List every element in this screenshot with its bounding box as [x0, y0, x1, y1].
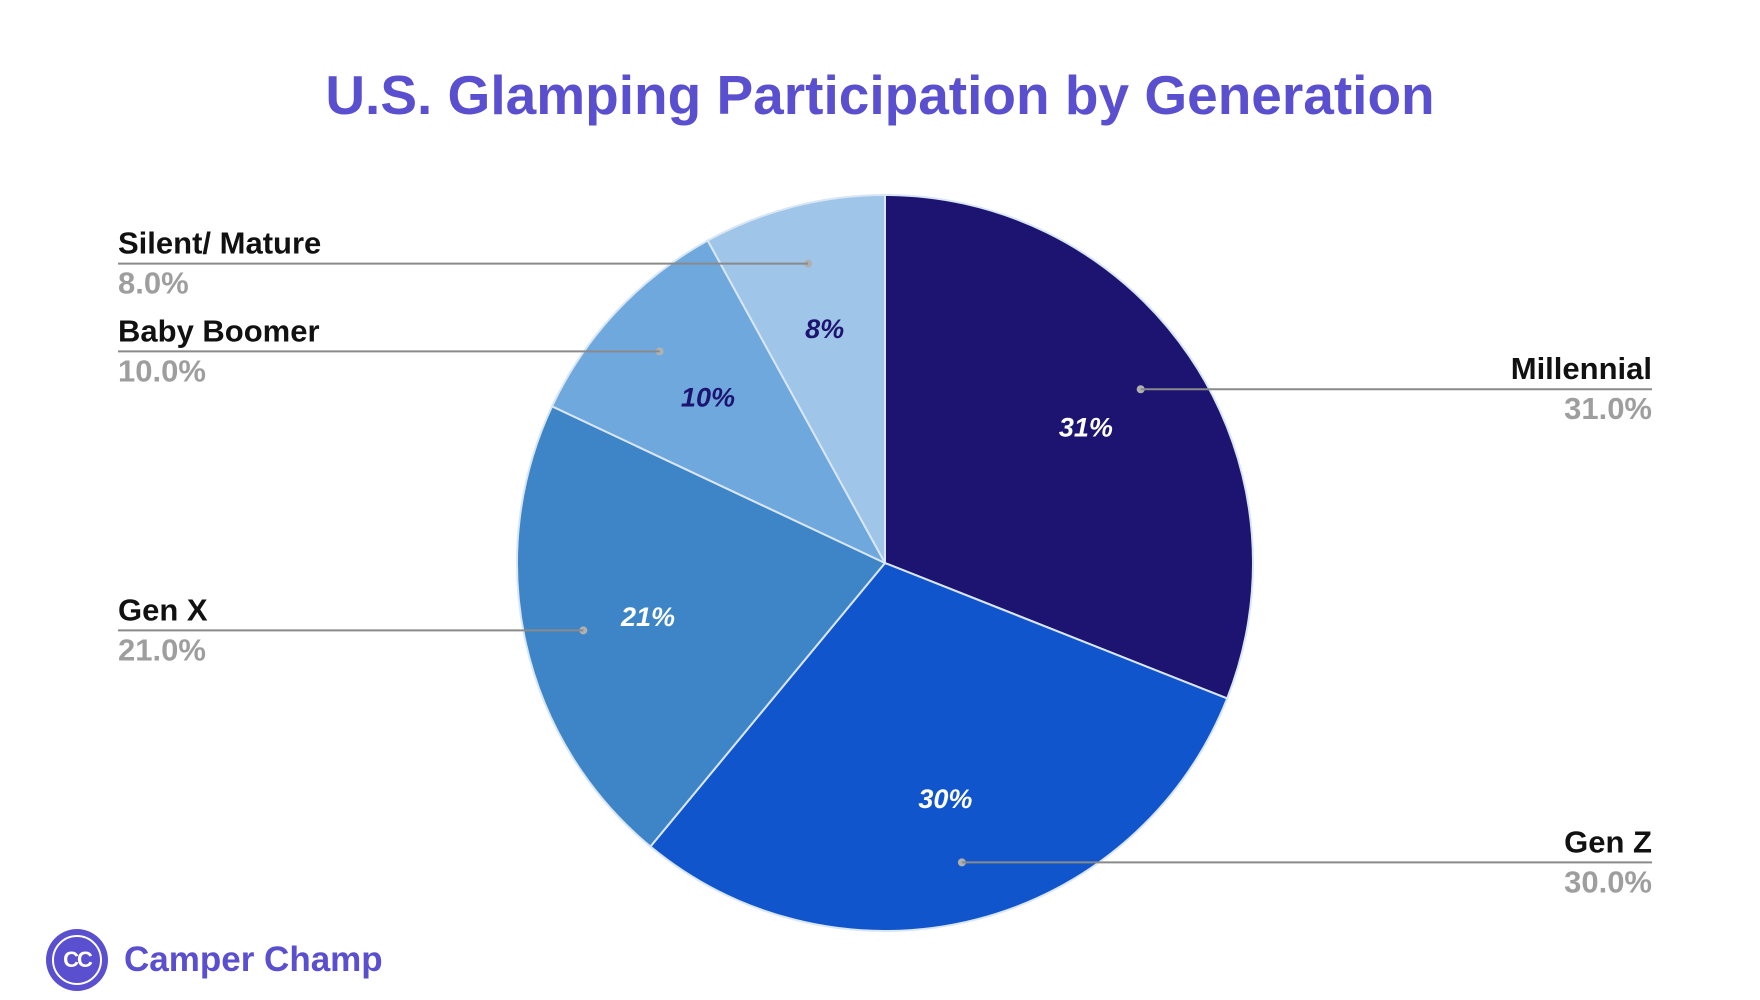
- outer-label-name-gen-x: Gen X: [118, 592, 208, 627]
- inner-labels-layer: 31% 30% 21% 10% 8%: [620, 314, 1113, 814]
- pie-slice-silent-mature: [706, 193, 886, 564]
- brand-logo-text: CC: [52, 935, 102, 985]
- pie-slice-gen-z: [649, 561, 1229, 932]
- pie-slice-millennial: [884, 193, 1254, 700]
- outer-labels-layer: Millennial 31.0% Gen Z 30.0% Gen X 21.0% Baby …: [118, 226, 1652, 900]
- outer-label-pct-baby-boomer: 10.0%: [118, 353, 206, 388]
- outer-label-name-gen-z: Gen Z: [1564, 824, 1652, 859]
- leaders-layer: [118, 259, 1652, 867]
- slice-label-gen-z: 30%: [918, 784, 972, 814]
- outer-label-pct-silent-mature: 8.0%: [118, 266, 189, 301]
- slice-label-gen-x: 21%: [620, 602, 675, 632]
- brand: CC Camper Champ: [46, 928, 383, 992]
- chart-title: U.S. Glamping Participation by Generatio…: [325, 64, 1434, 126]
- outer-label-name-millennial: Millennial: [1511, 351, 1652, 386]
- outer-label-pct-millennial: 31.0%: [1564, 391, 1652, 426]
- slice-label-millennial: 31%: [1059, 412, 1113, 442]
- slices-layer: [516, 193, 1254, 932]
- pie-slice-baby-boomer: [550, 239, 888, 566]
- outer-label-pct-gen-z: 30.0%: [1564, 864, 1652, 899]
- slice-label-silent-mature: 8%: [805, 314, 844, 344]
- slice-label-baby-boomer: 10%: [681, 383, 735, 413]
- outer-label-pct-gen-x: 21.0%: [118, 632, 206, 667]
- outer-label-name-silent-mature: Silent/ Mature: [118, 226, 321, 261]
- brand-name: Camper Champ: [124, 940, 383, 979]
- outer-label-name-baby-boomer: Baby Boomer: [118, 313, 320, 348]
- pie-slice-gen-x: [516, 404, 887, 848]
- camper-champ-logo-icon: CC: [46, 929, 108, 991]
